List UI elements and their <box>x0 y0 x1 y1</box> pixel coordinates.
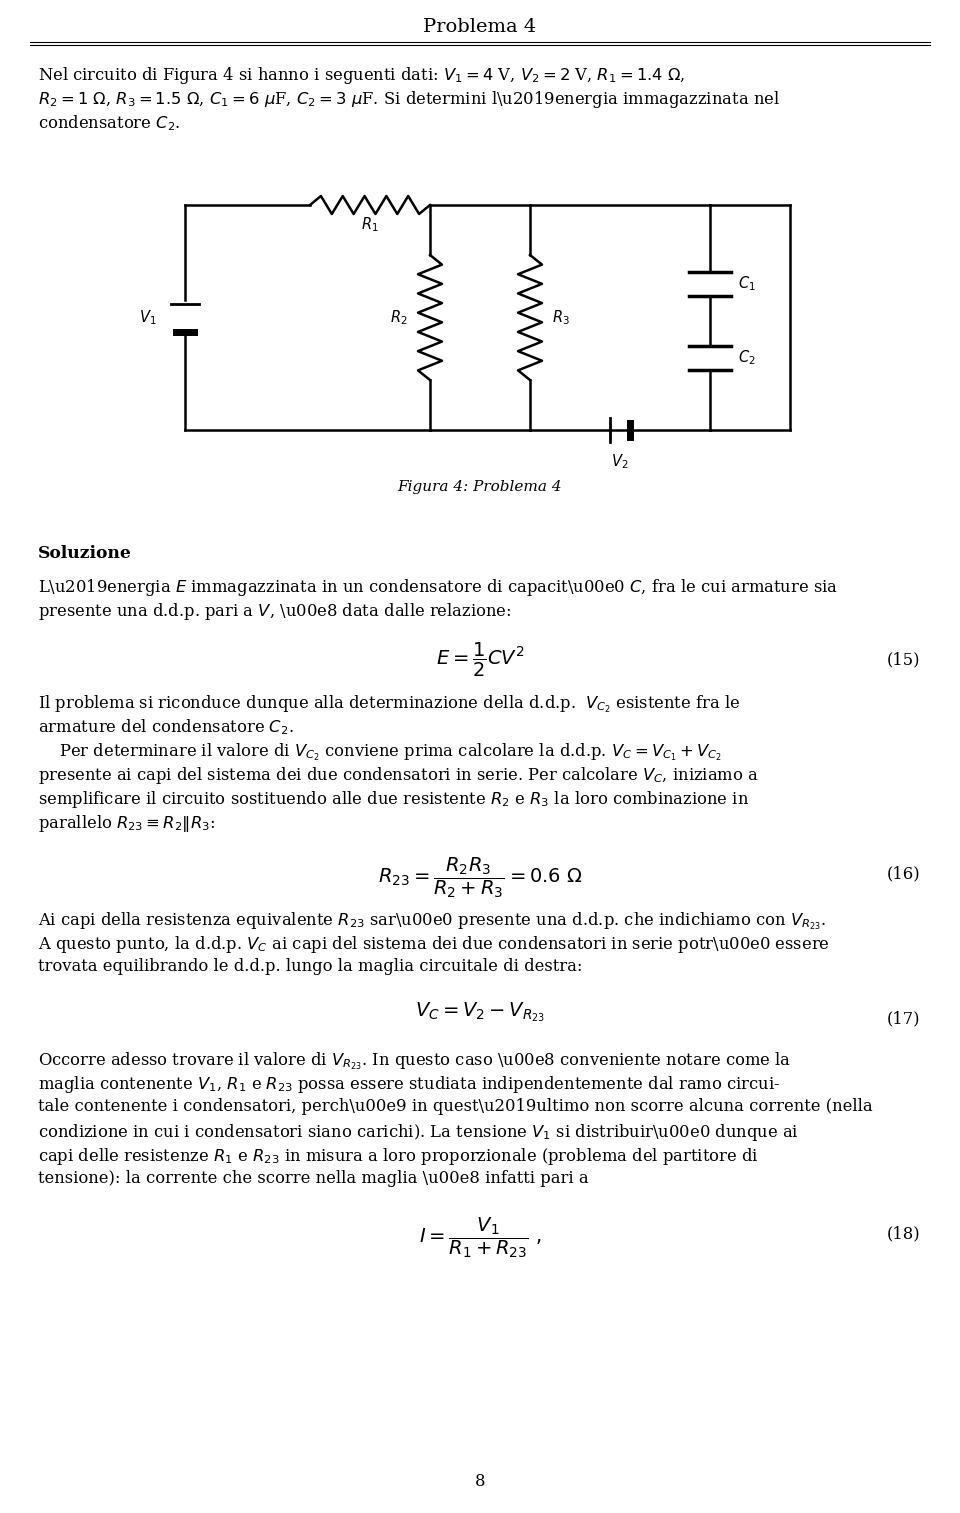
Text: maglia contenente $V_1$, $R_1$ e $R_{23}$ possa essere studiata indipendentement: maglia contenente $V_1$, $R_1$ e $R_{23}… <box>38 1074 780 1095</box>
Text: presente una d.d.p. pari a $V$, \u00e8 data dalle relazione:: presente una d.d.p. pari a $V$, \u00e8 d… <box>38 601 512 622</box>
Text: L\u2019energia $E$ immagazzinata in un condensatore di capacit\u00e0 $C$, fra le: L\u2019energia $E$ immagazzinata in un c… <box>38 576 838 598</box>
Text: tensione): la corrente che scorre nella maglia \u00e8 infatti pari a: tensione): la corrente che scorre nella … <box>38 1170 588 1188</box>
Text: $R_{23} = \dfrac{R_2 R_3}{R_2 + R_3} = 0.6\ \Omega$: $R_{23} = \dfrac{R_2 R_3}{R_2 + R_3} = 0… <box>377 855 583 900</box>
Text: trovata equilibrando le d.d.p. lungo la maglia circuitale di destra:: trovata equilibrando le d.d.p. lungo la … <box>38 958 583 974</box>
Text: $C_1$: $C_1$ <box>738 274 756 294</box>
Text: condensatore $C_2$.: condensatore $C_2$. <box>38 113 180 133</box>
Text: presente ai capi del sistema dei due condensatori in serie. Per calcolare $V_C$,: presente ai capi del sistema dei due con… <box>38 766 758 785</box>
Text: Occorre adesso trovare il valore di $V_{R_{23}}$. In questo caso \u00e8 convenie: Occorre adesso trovare il valore di $V_{… <box>38 1050 791 1071</box>
Text: $V_1$: $V_1$ <box>139 309 157 327</box>
Text: $E = \dfrac{1}{2}CV^2$: $E = \dfrac{1}{2}CV^2$ <box>436 642 524 679</box>
Text: $V_C = V_2 - V_{R_{23}}$: $V_C = V_2 - V_{R_{23}}$ <box>415 1000 545 1024</box>
Text: armature del condensatore $C_2$.: armature del condensatore $C_2$. <box>38 717 294 737</box>
Text: (18): (18) <box>886 1226 920 1242</box>
Text: Problema 4: Problema 4 <box>423 18 537 36</box>
Text: $V_2$: $V_2$ <box>612 452 629 471</box>
Text: A questo punto, la d.d.p. $V_C$ ai capi del sistema dei due condensatori in seri: A questo punto, la d.d.p. $V_C$ ai capi … <box>38 934 829 955</box>
Text: condizione in cui i condensatori siano carichi). La tensione $V_1$ si distribuir: condizione in cui i condensatori siano c… <box>38 1123 799 1142</box>
Text: Ai capi della resistenza equivalente $R_{23}$ sar\u00e0 presente una d.d.p. che : Ai capi della resistenza equivalente $R_… <box>38 909 826 932</box>
Text: capi delle resistenze $R_1$ e $R_{23}$ in misura a loro proporzionale (problema : capi delle resistenze $R_1$ e $R_{23}$ i… <box>38 1145 758 1167</box>
Text: $I = \dfrac{V_1}{R_1 + R_{23}}\ ,$: $I = \dfrac{V_1}{R_1 + R_{23}}\ ,$ <box>419 1215 541 1260</box>
Text: $\quad$ Per determinare il valore di $V_{C_2}$ conviene prima calcolare la d.d.p: $\quad$ Per determinare il valore di $V_… <box>38 741 722 763</box>
Text: 8: 8 <box>475 1474 485 1490</box>
Text: Il problema si riconduce dunque alla determinazione della d.d.p. $\; V_{C_2}$ es: Il problema si riconduce dunque alla det… <box>38 693 740 714</box>
Text: Nel circuito di Figura 4 si hanno i seguenti dati: $V_1 = 4$ V, $V_2 = 2$ V, $R_: Nel circuito di Figura 4 si hanno i segu… <box>38 65 685 86</box>
Text: $R_2 = 1$ $\Omega$, $R_3 = 1.5$ $\Omega$, $C_1 = 6$ $\mu$F, $C_2 = 3$ $\mu$F. Si: $R_2 = 1$ $\Omega$, $R_3 = 1.5$ $\Omega$… <box>38 89 780 110</box>
Text: tale contenente i condensatori, perch\u00e9 in quest\u2019ultimo non scorre alcu: tale contenente i condensatori, perch\u0… <box>38 1098 873 1115</box>
Text: (17): (17) <box>886 1011 920 1027</box>
Text: Soluzione: Soluzione <box>38 545 132 561</box>
Text: $R_3$: $R_3$ <box>552 309 570 327</box>
Text: $R_2$: $R_2$ <box>391 309 408 327</box>
Text: $C_2$: $C_2$ <box>738 348 756 368</box>
Text: (15): (15) <box>886 651 920 669</box>
Text: (16): (16) <box>886 865 920 882</box>
Text: Figura 4: Problema 4: Figura 4: Problema 4 <box>397 480 563 495</box>
Text: semplificare il circuito sostituendo alle due resistente $R_2$ e $R_3$ la loro c: semplificare il circuito sostituendo all… <box>38 788 749 809</box>
Text: $R_1$: $R_1$ <box>361 215 379 233</box>
Text: parallelo $R_{23} \equiv R_2 \| R_3$:: parallelo $R_{23} \equiv R_2 \| R_3$: <box>38 812 215 834</box>
